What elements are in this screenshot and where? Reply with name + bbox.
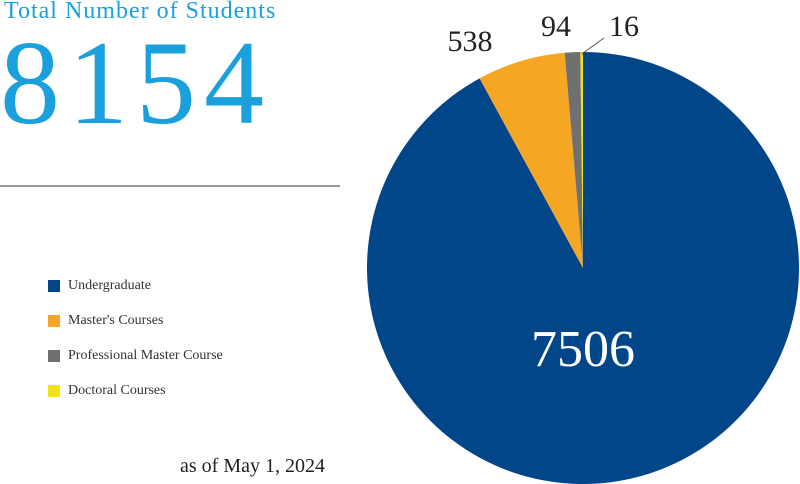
legend-swatch-professional-master <box>48 349 60 362</box>
slice-value-doctoral: 16 <box>609 10 639 43</box>
legend-swatch-doctoral <box>48 384 60 397</box>
legend-label-undergraduate: Undergraduate <box>68 277 151 293</box>
slice-value-masters: 538 <box>448 25 493 58</box>
divider <box>0 185 340 187</box>
legend-item-professional-master: Professional Master Course <box>48 338 223 373</box>
legend-label-doctoral: Doctoral Courses <box>68 382 166 398</box>
legend: Undergraduate Master's Courses Professio… <box>48 268 223 408</box>
legend-swatch-masters <box>48 314 60 327</box>
legend-item-masters: Master's Courses <box>48 303 223 338</box>
pie-slice-masters <box>479 52 583 268</box>
slice-value-professional-master: 94 <box>541 10 571 43</box>
pie-slice-professional-master <box>564 52 583 268</box>
total-students-value: 8154 <box>0 16 272 149</box>
legend-item-undergraduate: Undergraduate <box>48 268 223 303</box>
pie-slice-doctoral <box>580 52 583 268</box>
legend-swatch-undergraduate <box>48 279 60 292</box>
leader-line-doctoral <box>581 37 605 55</box>
legend-label-masters: Master's Courses <box>68 312 164 328</box>
legend-item-doctoral: Doctoral Courses <box>48 373 223 408</box>
legend-label-professional-master: Professional Master Course <box>68 347 223 363</box>
as-of-date: as of May 1, 2024 <box>180 455 325 477</box>
slice-value-undergraduate: 7506 <box>531 321 635 378</box>
total-students-label: Total Number of Students <box>4 0 277 24</box>
